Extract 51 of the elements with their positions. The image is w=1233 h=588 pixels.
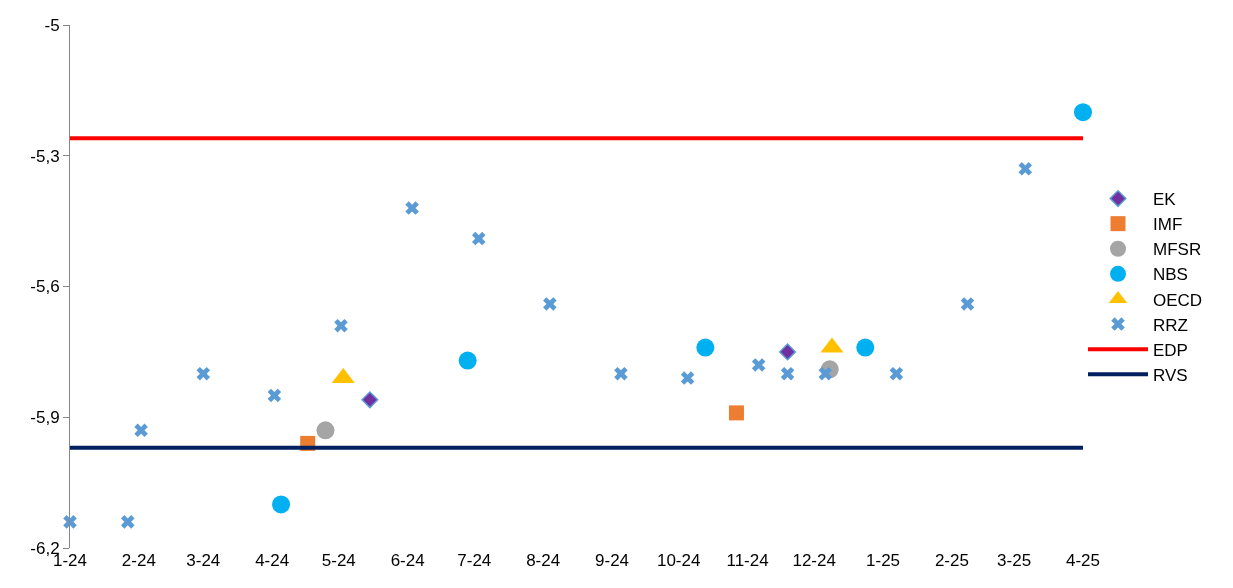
x-tick-label: 4-24 <box>255 551 290 570</box>
point <box>543 297 557 311</box>
legend-label: NBS <box>1153 265 1188 285</box>
point <box>780 366 795 381</box>
point <box>1074 103 1092 122</box>
point <box>361 391 379 409</box>
point <box>818 366 833 381</box>
point <box>267 388 282 403</box>
x-tick-label: 11-24 <box>726 551 769 570</box>
point <box>856 338 875 357</box>
x-tick-label: 2-25 <box>934 551 969 570</box>
x-tick-label: 3-24 <box>186 551 221 570</box>
point <box>63 515 77 529</box>
y-tick-label: -5,6 <box>30 277 60 297</box>
x-tick-label: 9-24 <box>595 551 630 570</box>
x-tick-label: 8-24 <box>526 551 561 570</box>
x-tick-label: 4-25 <box>1065 551 1101 570</box>
point <box>196 366 211 381</box>
point <box>696 338 715 357</box>
legend-label: RRZ <box>1153 315 1188 335</box>
x-tick-label: 3-25 <box>997 551 1032 570</box>
x-tick-label: 12-24 <box>792 551 836 570</box>
x-tick-label: 1-25 <box>866 551 901 570</box>
point <box>728 405 744 421</box>
x-tick-label: 5-24 <box>321 551 356 570</box>
point <box>405 201 419 215</box>
legend-label: EK <box>1153 190 1177 210</box>
x-tick-label: 10-24 <box>656 551 701 570</box>
legend-label: RVS <box>1153 365 1188 385</box>
legend-label: IMF <box>1153 215 1183 235</box>
point <box>334 318 348 333</box>
y-tick-label: -5,9 <box>30 408 60 428</box>
y-tick-label: -5,3 <box>30 146 60 166</box>
point <box>1018 162 1033 176</box>
point <box>614 366 628 381</box>
x-tick-label: 6-24 <box>390 551 425 570</box>
point <box>751 358 766 372</box>
point <box>272 495 291 514</box>
point <box>120 515 135 529</box>
point <box>316 421 335 440</box>
legend-label: OECD <box>1153 290 1203 310</box>
legend-label: EDP <box>1153 340 1188 360</box>
point <box>778 343 797 361</box>
point <box>889 366 904 381</box>
y-tick-label: -5 <box>44 15 60 35</box>
point <box>471 231 486 246</box>
point <box>458 351 477 370</box>
legend-label: MFSR <box>1153 240 1202 260</box>
x-tick-label: 2-24 <box>121 551 156 570</box>
x-tick-label: 7-24 <box>457 551 492 570</box>
point <box>134 423 148 438</box>
